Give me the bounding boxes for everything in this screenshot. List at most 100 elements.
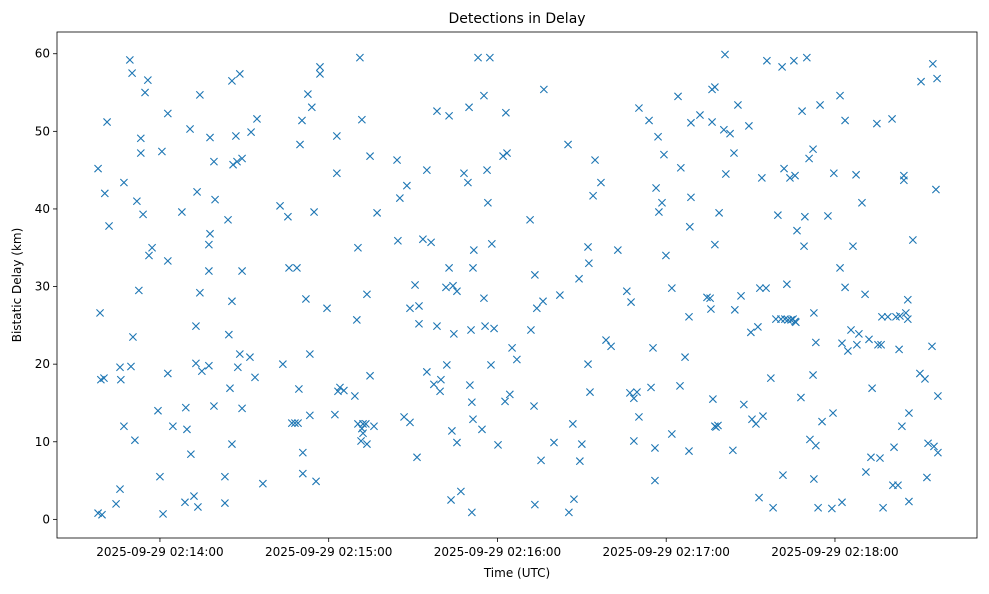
data-point-x-marker [773,211,782,220]
data-point-x-marker [245,353,254,362]
data-point-x-marker [436,387,445,396]
y-tick-label: 60 [35,47,50,61]
data-point-x-marker [369,422,378,431]
data-point-x-marker [116,485,124,494]
data-point-x-marker [134,286,143,295]
data-point-x-marker [890,443,899,452]
data-point-x-marker [904,409,913,418]
data-point-x-marker [883,312,892,321]
data-point-x-marker [917,77,926,86]
data-point-x-marker [393,236,402,245]
data-point-x-marker [235,69,244,78]
data-point-x-marker [130,436,139,445]
data-point-x-marker [312,477,321,486]
data-point-x-marker [155,472,164,481]
data-point-x-marker [296,140,304,149]
data-point-x-marker [877,312,886,321]
data-point-x-marker [294,385,303,393]
data-point-x-marker [706,305,715,314]
data-point-x-marker [737,291,746,300]
data-point-x-marker [479,91,488,100]
data-point-x-marker [132,197,141,206]
data-point-x-marker [658,198,666,207]
y-tick-label: 50 [35,124,50,138]
data-point-x-marker [933,391,942,400]
y-tick-label: 0 [42,512,50,526]
data-point-x-marker [452,287,461,296]
data-point-x-marker [98,510,106,519]
data-point-x-marker [809,145,818,154]
data-point-x-marker [904,497,913,506]
data-point-x-marker [805,435,814,444]
data-point-x-marker [235,350,244,359]
data-point-x-marker [186,450,195,459]
data-point-x-marker [411,281,420,289]
data-point-x-marker [607,342,616,351]
data-point-x-marker [436,375,445,384]
data-point-x-marker [710,240,719,249]
data-point-x-marker [629,394,638,403]
data-point-x-marker [667,430,676,438]
x-tick-label: 2025-09-29 02:15:00 [265,545,392,559]
data-point-x-marker [757,173,766,182]
data-point-x-marker [503,149,512,158]
data-point-x-marker [776,315,785,324]
data-point-x-marker [843,346,852,355]
data-point-x-marker [762,284,771,293]
data-point-x-marker [661,251,670,260]
data-point-x-marker [427,238,436,247]
data-point-x-marker [793,226,801,235]
data-point-x-marker [445,263,454,272]
data-point-x-marker [362,290,371,299]
data-point-x-marker [467,326,476,335]
data-point-x-marker [526,215,535,224]
data-point-x-marker [353,243,362,252]
data-point-x-marker [569,495,578,504]
data-point-x-marker [652,184,661,192]
data-point-x-marker [802,53,811,62]
data-point-x-marker [903,295,912,304]
data-point-x-marker [903,315,912,324]
data-point-x-marker [181,403,190,412]
data-point-x-marker [895,312,904,321]
data-point-x-marker [782,280,791,289]
data-point-x-marker [530,500,539,509]
data-point-x-marker [762,56,771,65]
data-point-x-marker [366,371,375,380]
data-point-x-marker [144,251,153,260]
data-point-x-marker [575,457,584,466]
data-point-x-marker [315,62,324,71]
data-point-x-marker [650,476,659,485]
data-point-x-marker [128,69,137,78]
y-tick-label: 10 [35,435,50,449]
data-point-x-marker [209,157,218,166]
data-point-x-marker [414,301,423,310]
data-point-x-marker [686,118,695,127]
data-point-x-marker [778,62,787,71]
data-point-x-marker [931,185,940,194]
data-point-x-marker [182,425,191,434]
data-point-x-marker [568,419,577,428]
data-point-x-marker [861,290,870,299]
data-point-x-marker [100,189,109,198]
data-point-x-marker [467,508,476,517]
data-point-x-marker [584,360,593,369]
data-point-x-marker [143,76,152,85]
data-point-x-marker [278,360,287,369]
data-point-x-marker [163,256,172,265]
data-point-x-marker [310,208,319,217]
data-point-x-marker [632,388,641,397]
data-point-x-marker [721,170,730,179]
data-point-x-marker [933,448,942,457]
data-point-x-marker [238,267,247,276]
data-point-x-marker [676,381,684,390]
data-point-x-marker [442,360,451,369]
data-point-x-marker [258,479,267,488]
data-point-x-marker [778,471,787,480]
data-point-x-marker [780,164,789,173]
data-point-x-marker [708,395,717,404]
data-point-x-marker [564,140,573,149]
data-point-x-marker [447,495,456,504]
y-axis: 0 10 20 30 40 50 60 [35,47,57,526]
data-point-x-marker [285,263,294,272]
